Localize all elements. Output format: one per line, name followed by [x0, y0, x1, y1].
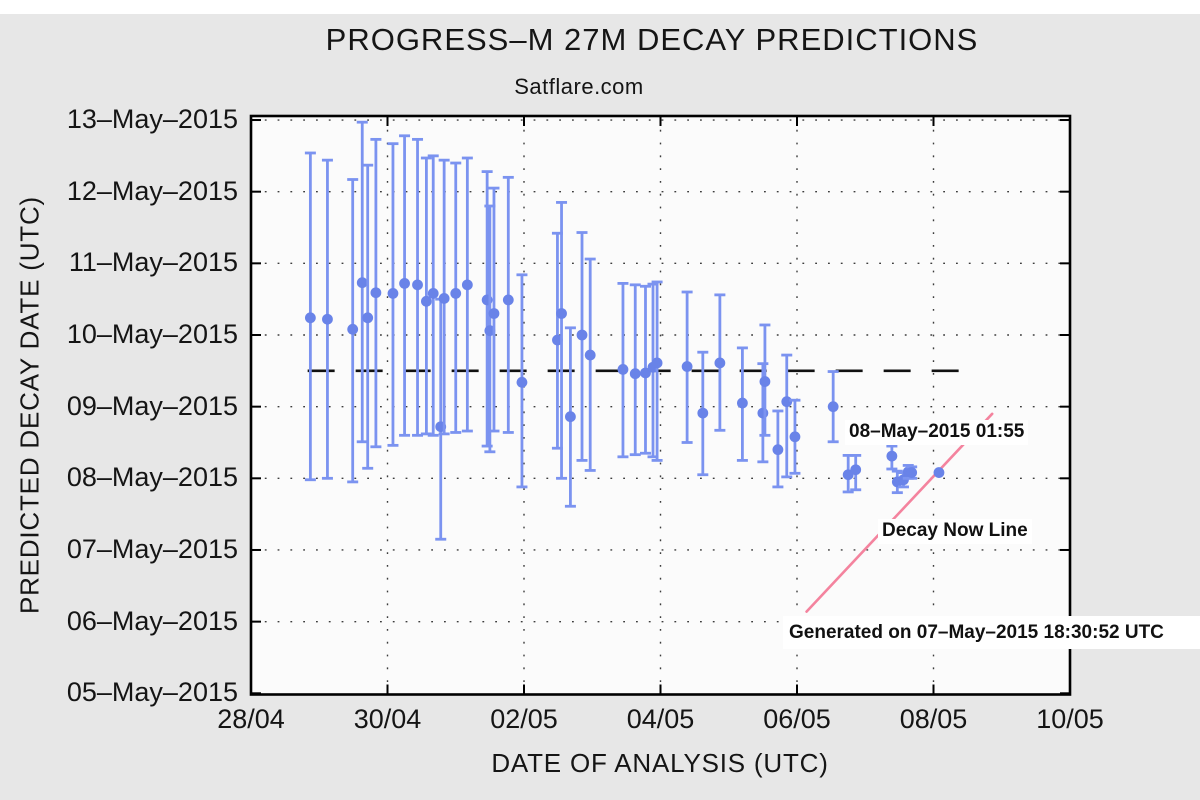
data-point-marker — [356, 277, 368, 289]
data-point-marker — [565, 411, 576, 423]
data-point-marker — [629, 368, 641, 380]
y-axis-label: PREDICTED DECAY DATE (UTC) — [14, 195, 45, 615]
annotation-latest-prediction: 08–May–2015 01:55 — [845, 420, 1029, 445]
chart-subtitle: Satflare.com — [514, 74, 644, 99]
x-tick-label: 06/05 — [763, 704, 831, 734]
annotation-decay-now-line: Decay Now Line — [878, 519, 1032, 544]
data-point-marker — [362, 312, 374, 324]
data-point-marker — [850, 464, 862, 476]
y-tick-label: 12–May–2015 — [66, 175, 238, 206]
x-tick-label: 28/04 — [217, 704, 285, 734]
x-tick-label: 30/04 — [353, 704, 422, 734]
data-point-marker — [488, 308, 500, 319]
data-point-marker — [697, 407, 709, 419]
data-point-marker — [886, 450, 898, 462]
data-point-marker — [781, 396, 793, 408]
data-point-marker — [322, 313, 333, 325]
x-axis-label: DATE OF ANALYSIS (UTC) — [491, 748, 829, 778]
data-point-marker — [438, 293, 450, 304]
data-point-marker — [370, 287, 382, 299]
data-point-marker — [412, 279, 423, 291]
annotation-generated-timestamp: Generated on 07–May–2015 18:30:52 UTC — [783, 616, 1200, 649]
data-point-marker — [421, 295, 432, 307]
y-tick-label: 05–May–2015 — [66, 677, 238, 708]
y-tick-label: 06–May–2015 — [66, 605, 238, 636]
data-point-marker — [772, 444, 784, 456]
data-point-marker — [714, 357, 726, 369]
data-point-marker — [737, 397, 748, 409]
data-point-marker — [450, 288, 462, 299]
data-point-marker — [576, 329, 588, 341]
data-point-marker — [516, 376, 528, 388]
data-point-marker — [304, 312, 316, 324]
y-tick-label: 10–May–2015 — [66, 319, 238, 349]
data-point-marker — [399, 278, 410, 289]
data-point-marker — [461, 279, 473, 291]
y-tick-label: 13–May–2015 — [66, 104, 238, 135]
data-point-marker — [933, 467, 945, 478]
data-point-marker — [617, 363, 629, 375]
y-tick-label: 11–May–2015 — [68, 247, 238, 278]
x-tick-label: 08/05 — [899, 704, 968, 734]
data-point-marker — [789, 431, 801, 443]
data-point-marker — [502, 294, 514, 306]
data-point-marker — [827, 401, 839, 413]
decay-now-line — [805, 412, 994, 613]
chart-title: PROGRESS–M 27M DECAY PREDICTIONS — [325, 22, 979, 57]
y-tick-label: 08–May–2015 — [66, 462, 238, 493]
data-point-marker — [584, 349, 596, 361]
x-tick-label: 10/05 — [1036, 704, 1104, 734]
data-point-marker — [556, 308, 567, 319]
top-white-strip — [0, 0, 1200, 14]
data-point-marker — [681, 361, 693, 372]
data-point-marker — [640, 367, 651, 379]
x-tick-label: 04/05 — [626, 704, 695, 734]
data-point-marker — [757, 407, 769, 419]
data-point-marker — [427, 288, 439, 299]
plot-frame — [249, 114, 1072, 696]
data-point-marker — [651, 357, 663, 369]
data-point-marker — [759, 376, 771, 387]
data-point-marker — [347, 323, 359, 335]
data-point-marker — [906, 467, 918, 478]
data-point-marker — [387, 288, 399, 299]
y-tick-label: 07–May–2015 — [66, 533, 238, 564]
plot-background — [251, 116, 1070, 695]
y-tick-label: 09–May–2015 — [66, 390, 238, 421]
x-tick-label: 02/05 — [490, 704, 558, 734]
